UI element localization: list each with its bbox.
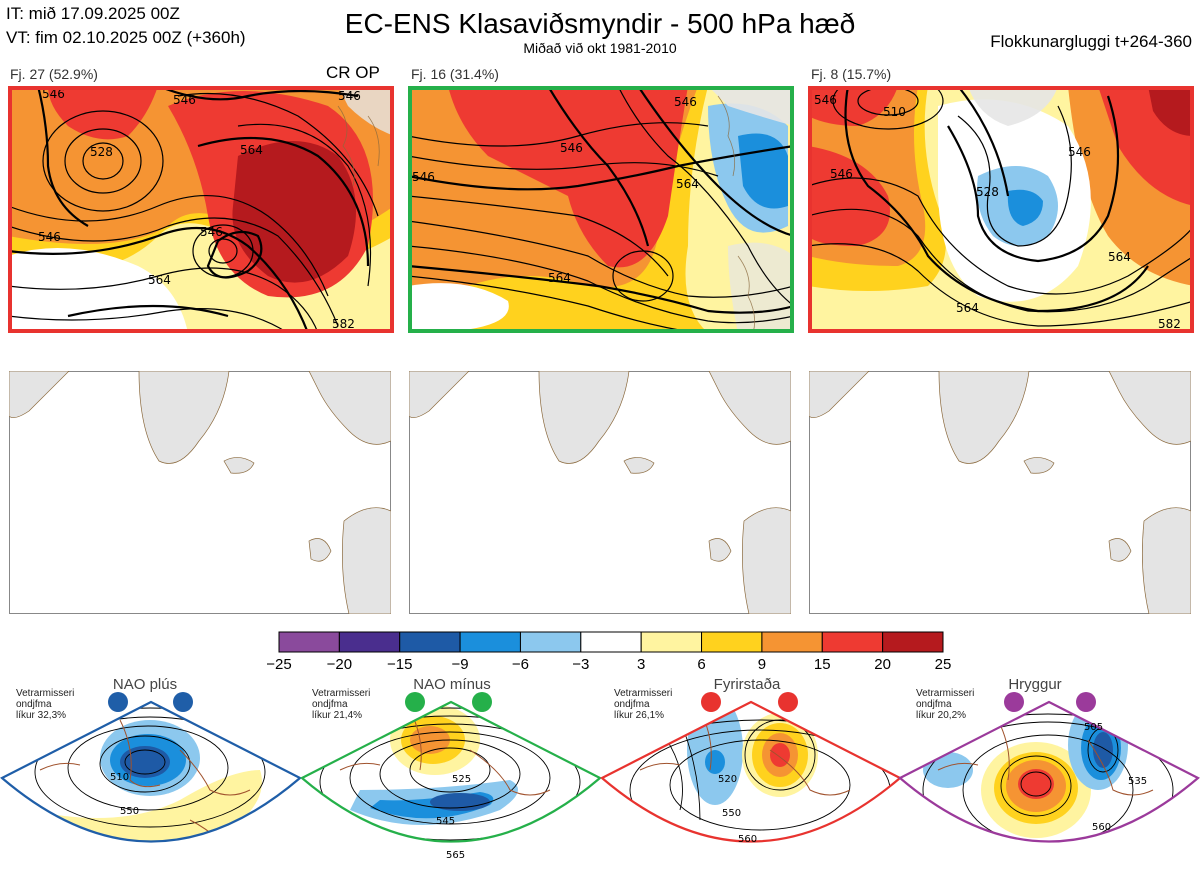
regime-2-contour-label: 565 — [446, 850, 465, 861]
cluster-3-contour-label: 564 — [1108, 250, 1131, 264]
cluster-3-contour-label: 528 — [976, 185, 999, 199]
colorbar-tick-label: 6 — [697, 656, 706, 673]
colorbar-tick-label: −9 — [451, 656, 469, 673]
cluster-1-contour-label: 546 — [38, 230, 61, 244]
colorbar-tick-label: −3 — [572, 656, 590, 673]
cluster-3-map: 510 546 528 546 546 564 564 582 — [808, 86, 1194, 333]
cluster-2-contour-label: 546 — [560, 141, 583, 155]
colorbar-swatch — [640, 631, 703, 653]
cluster-1-contour-label: 582 — [332, 317, 355, 331]
regime-3-name: Fyrirstaða — [713, 676, 781, 693]
regime-3-map: 520 550 560 — [600, 692, 902, 845]
regime-4-note: Vetrarmisseri ondjfma líkur 20,2% — [916, 688, 975, 721]
colorbar-swatch — [821, 631, 884, 653]
regime-4-name: Hryggur — [1008, 676, 1062, 693]
classification-window: Flokkunargluggi t+264-360 — [990, 32, 1192, 51]
cluster-3-contour-label: 564 — [956, 301, 979, 315]
colorbar-swatch — [761, 631, 823, 653]
regime-1-frame — [0, 700, 302, 843]
cluster-2-label: Fj. 16 (31.4%) — [411, 66, 499, 82]
regime-4-contour-label: 560 — [1092, 822, 1111, 833]
colorbar-tick-label: −6 — [511, 656, 529, 673]
cluster-1-contour-label: 564 — [148, 273, 171, 287]
regime-1-contour-label: 510 — [110, 772, 129, 783]
page-subtitle: Miðað við okt 1981-2010 — [523, 40, 677, 56]
regime-4-dot — [1004, 692, 1024, 712]
colorbar-swatch — [459, 631, 521, 653]
colorbar-tick-label: 15 — [813, 656, 831, 673]
cluster-2-contour-label: 564 — [548, 271, 571, 285]
page-title: EC-ENS Klasaviðsmyndir - 500 hPa hæð — [344, 8, 856, 39]
regime-3-note: Vetrarmisseri ondjfma líkur 26,1% — [614, 688, 673, 721]
regime-1-dot — [173, 692, 193, 712]
colorbar-tick-label: −20 — [326, 656, 353, 673]
regime-1-dot — [108, 692, 128, 712]
colorbar-tick-label: 9 — [757, 656, 767, 673]
colorbar-swatch — [278, 631, 340, 653]
regime-3-dot — [701, 692, 721, 712]
cluster-3-label: Fj. 8 (15.7%) — [811, 66, 892, 82]
cluster-2-border — [408, 86, 794, 333]
colorbar-swatch — [882, 631, 944, 653]
regime-2-contour-label: 545 — [436, 816, 455, 827]
colorbar-swatch — [519, 631, 582, 653]
cluster-1-tag: CR OP — [326, 63, 380, 82]
regime-1-name: NAO plús — [112, 676, 178, 693]
colorbar-tick-label: −25 — [266, 656, 292, 673]
regime-4-dot — [1076, 692, 1096, 712]
regime-3-contour-label: 520 — [718, 774, 737, 785]
regime-3-frame — [600, 700, 902, 843]
regime-3-contour-label: 560 — [738, 834, 757, 845]
regime-1-note: Vetrarmisseri ondjfma líkur 32,3% — [16, 688, 75, 721]
cluster-3-contour-label: 546 — [830, 167, 853, 181]
cluster-1-map: 546 546 546 528 546 564 564 546 582 — [8, 86, 394, 333]
regime-3-dot — [778, 692, 798, 712]
cluster-1-contour-label: 546 — [42, 87, 65, 101]
cluster-3-border — [808, 86, 1194, 333]
regime-2-name: NAO mínus — [413, 676, 491, 693]
colorbar-tick-label: 20 — [874, 656, 891, 673]
regime-4-map: 505 535 560 — [898, 692, 1200, 843]
base-map-2 — [409, 371, 791, 614]
cluster-1-contour-label: 528 — [90, 145, 113, 159]
colorbar-swatch — [338, 631, 401, 653]
colorbar-swatch — [701, 631, 763, 653]
cluster-1-contour-label: 546 — [200, 225, 223, 239]
regime-2-frame — [300, 700, 602, 843]
regime-2-dot — [472, 692, 492, 712]
regime-2-dot — [405, 692, 425, 712]
cluster-2-contour-label: 546 — [674, 95, 697, 109]
regime-2-contour-label: 525 — [452, 774, 471, 785]
cluster-3-contour-label: 582 — [1158, 317, 1181, 331]
cluster-1-contour-label: 564 — [240, 143, 263, 157]
regime-4-contour-label: 505 — [1084, 722, 1103, 733]
colorbar-tick-label: 3 — [637, 656, 646, 673]
regime-2-note: Vetrarmisseri ondjfma líkur 21,4% — [312, 688, 371, 721]
regime-1-map: 510 550 — [0, 692, 302, 843]
regime-4-frame — [898, 700, 1200, 843]
init-time: IT: mið 17.09.2025 00Z — [6, 4, 180, 23]
cluster-1-contour-label: 546 — [338, 89, 361, 103]
cluster-1-contour-label: 546 — [173, 93, 196, 107]
colorbar-swatch — [399, 631, 461, 653]
regime-4-contour-label: 535 — [1128, 776, 1147, 787]
cluster-2-map: 546 546 564 546 564 — [408, 86, 794, 333]
regime-3-contour-label: 550 — [722, 808, 741, 819]
colorbar-swatch — [580, 631, 642, 653]
base-map-3 — [809, 371, 1191, 614]
colorbar-tick-label: 25 — [934, 656, 952, 673]
cluster-3-contour-label: 546 — [1068, 145, 1091, 159]
base-map-1 — [9, 371, 391, 614]
colorbar — [278, 631, 944, 653]
regime-1-contour-label: 550 — [120, 806, 139, 817]
colorbar-tick-label: −15 — [386, 656, 413, 673]
cluster-3-contour-label: 546 — [814, 93, 837, 107]
cluster-2-contour-label: 546 — [412, 170, 435, 184]
cluster-1-border — [8, 86, 394, 333]
cluster-1-label: Fj. 27 (52.9%) — [10, 66, 98, 82]
cluster-3-contour-label: 510 — [883, 105, 906, 119]
regime-2-map: 525 545 565 — [300, 692, 602, 861]
cluster-2-contour-label: 564 — [676, 177, 699, 191]
valid-time: VT: fim 02.10.2025 00Z (+360h) — [6, 28, 246, 47]
